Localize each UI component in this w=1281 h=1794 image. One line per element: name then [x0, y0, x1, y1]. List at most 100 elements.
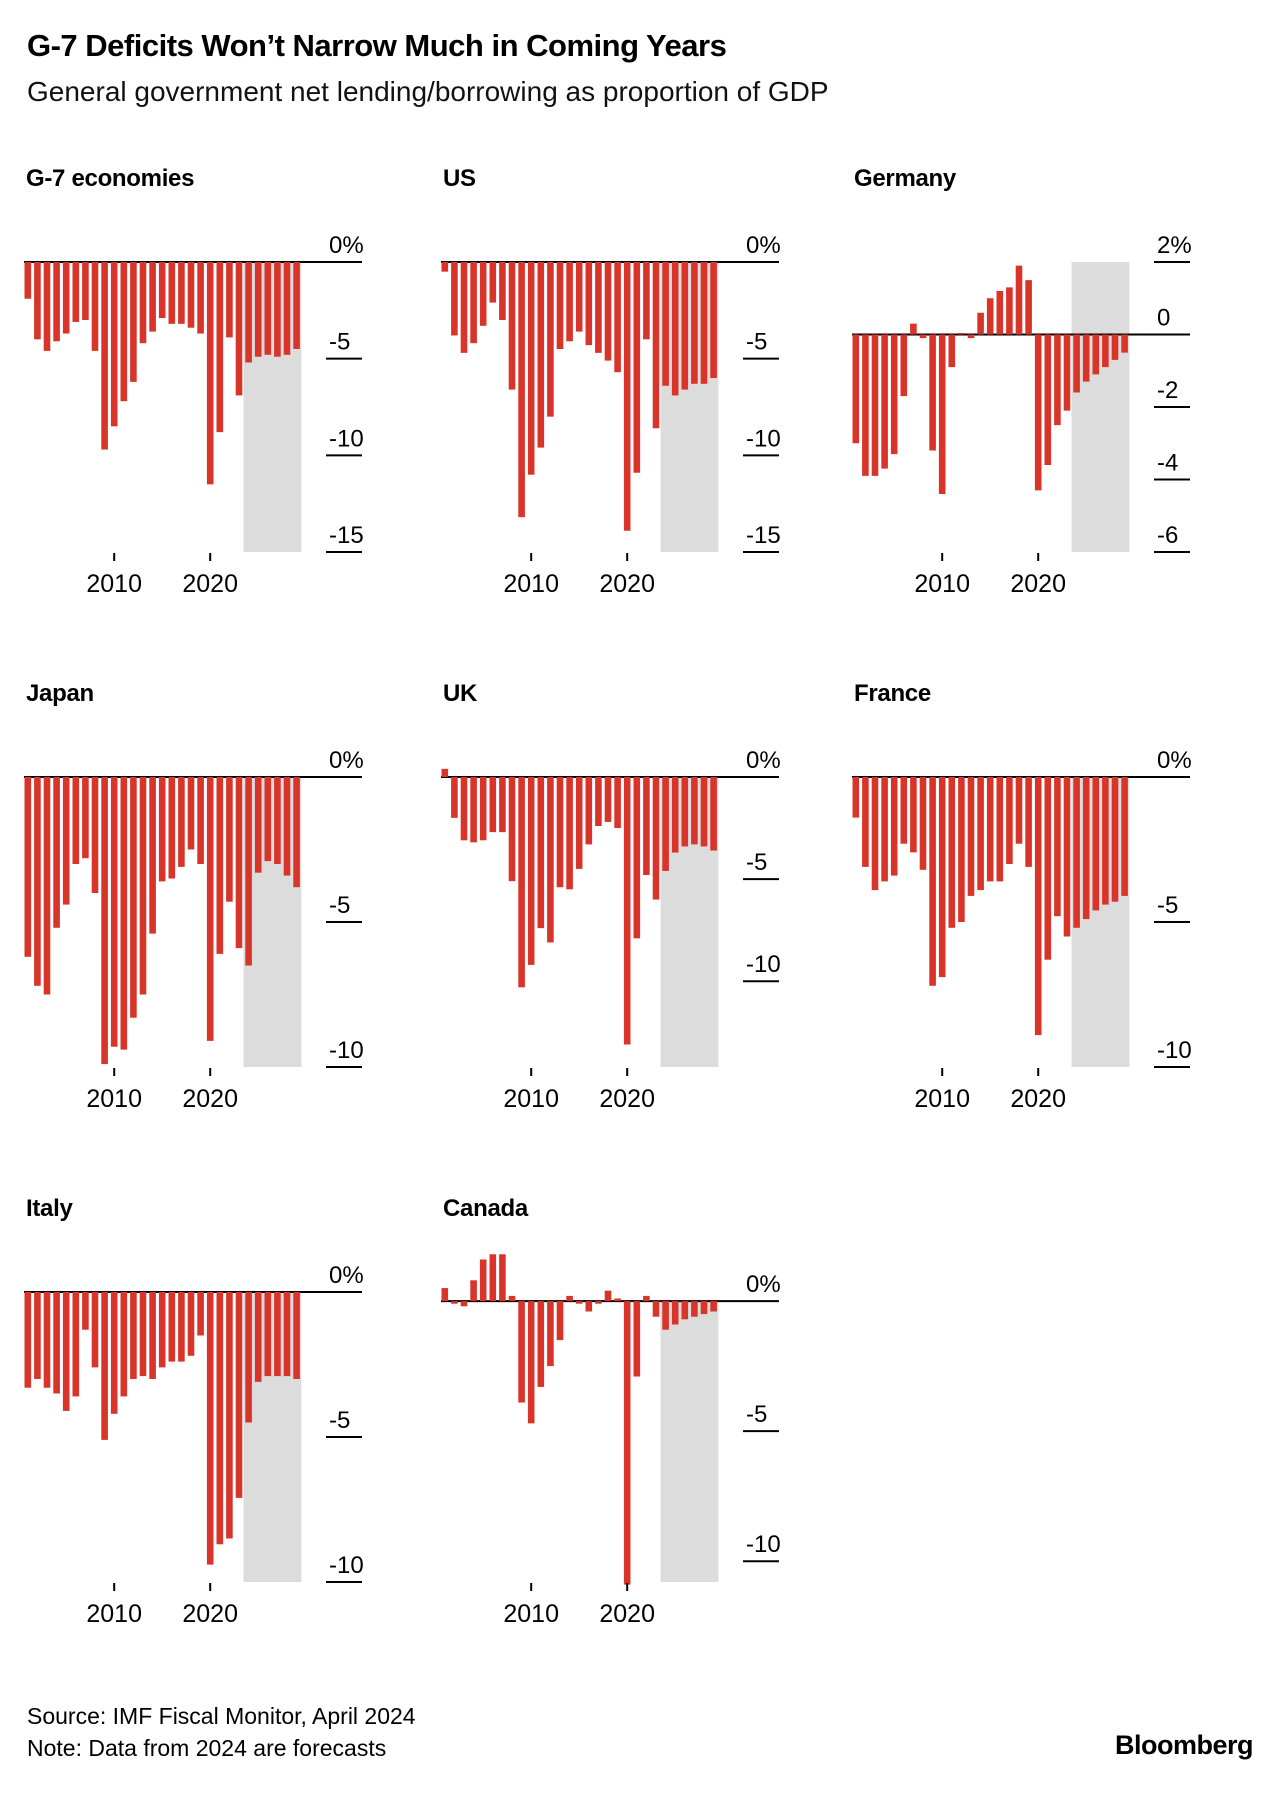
y-tick-label: -4: [1157, 450, 1178, 477]
bar-2001: [852, 777, 860, 818]
x-tick-label: 2010: [914, 1085, 970, 1113]
y-tick-label: 0%: [1157, 747, 1192, 774]
y-tick-label: -6: [1157, 522, 1178, 549]
bar-2021: [216, 1292, 224, 1545]
bar-2004: [881, 334, 888, 469]
x-tick-label: 2010: [86, 570, 142, 598]
bar-2029: [293, 262, 300, 349]
x-tick-label: 2020: [599, 1085, 655, 1113]
bar-2020: [206, 777, 214, 1041]
bar-2016: [168, 262, 176, 324]
bar-2006: [900, 334, 908, 397]
x-tick-label: 2020: [182, 1085, 238, 1113]
y-tick-label: 0%: [746, 747, 781, 774]
bar-2021: [633, 262, 641, 473]
bar-2017: [178, 262, 185, 324]
chart-japan: Japan 0% -5 -10 2010 2020: [24, 680, 424, 1150]
y-tick-label: -10: [746, 425, 781, 452]
bar-2021: [633, 1301, 641, 1377]
bar-2018: [1015, 777, 1023, 844]
bar-2025: [671, 1301, 679, 1325]
forecast-band: [1071, 262, 1130, 552]
bar-2013: [139, 1292, 147, 1377]
bar-2017: [1006, 777, 1013, 864]
bar-2005: [62, 1292, 70, 1411]
bar-2021: [633, 777, 641, 939]
bar-2026: [681, 1301, 689, 1320]
chart-title-france: France: [854, 680, 931, 707]
y-tick-label: -15: [746, 522, 781, 549]
chart-title-g7: G-7 economies: [26, 165, 195, 192]
bar-2002: [34, 777, 41, 986]
bar-2002: [862, 777, 869, 867]
bar-2003: [460, 777, 468, 841]
x-tick-label: 2020: [599, 570, 655, 598]
bar-2017: [595, 1301, 602, 1304]
y-tick-label: 0: [1157, 305, 1170, 332]
bar-2022: [1054, 777, 1061, 917]
bar-2007: [499, 777, 506, 833]
page-subtitle: General government net lending/borrowing…: [27, 76, 829, 107]
bar-2018: [604, 262, 612, 361]
bar-2015: [575, 1301, 583, 1304]
bar-2024: [662, 1301, 669, 1330]
x-tick-label: 2020: [182, 1600, 238, 1628]
bar-2019: [614, 777, 621, 829]
forecast-band: [660, 262, 719, 552]
bar-2002: [34, 1292, 41, 1379]
bar-2010: [527, 1301, 535, 1424]
bar-2024: [245, 777, 252, 966]
bar-2028: [700, 262, 708, 384]
chart-canvas-uk: 0% -5 -10 2010 2020: [441, 747, 781, 1113]
bar-2012: [130, 777, 137, 1018]
bar-2004: [881, 777, 888, 882]
x-tick-label: 2010: [503, 570, 559, 598]
bar-2002: [34, 262, 41, 340]
bar-2019: [1025, 280, 1032, 335]
chart-canvas-g7: 0% -5 -10 -15 2010 2020: [24, 232, 364, 598]
bar-2010: [110, 262, 118, 427]
chart-germany: Germany 2% 0 -2 -4 -6 2010 2020: [852, 165, 1252, 635]
bar-2012: [547, 262, 554, 417]
y-tick-label: -10: [329, 425, 364, 452]
y-tick-label: 0%: [329, 1262, 364, 1289]
bar-2013: [556, 262, 564, 349]
bar-2003: [43, 1292, 51, 1388]
bar-2006: [489, 1254, 497, 1302]
bar-2009: [518, 1301, 525, 1403]
chart-title-japan: Japan: [26, 680, 94, 707]
bloomberg-logo: Bloomberg: [1114, 1730, 1254, 1760]
bar-2012: [958, 777, 965, 922]
bar-2022: [643, 777, 650, 876]
bar-2018: [1015, 265, 1023, 335]
bar-2005: [479, 777, 487, 841]
bar-2022: [226, 777, 233, 902]
bar-2005: [479, 262, 487, 326]
bar-2013: [139, 777, 147, 995]
bar-2023: [1063, 777, 1071, 937]
bar-2017: [595, 777, 602, 827]
bar-2003: [460, 1301, 468, 1307]
bar-2008: [508, 262, 516, 390]
bar-2015: [158, 262, 166, 319]
chart-italy: Italy 0% -5 -10 2010 2020: [24, 1195, 424, 1665]
bar-2029: [710, 1301, 717, 1312]
bar-2005: [479, 1259, 487, 1302]
y-tick-label: 0%: [329, 232, 364, 259]
chart-canada: Canada 0% -5 -10 2010 2020: [441, 1195, 841, 1665]
bar-2005: [62, 262, 70, 334]
bar-2007: [910, 323, 917, 335]
bar-2013: [139, 262, 147, 344]
bar-2007: [499, 262, 506, 320]
x-tick-label: 2020: [599, 1600, 655, 1628]
bar-2010: [938, 777, 946, 978]
bar-2005: [890, 334, 898, 455]
footer: Source: IMF Fiscal Monitor, April 2024 N…: [27, 1700, 416, 1764]
bar-2006: [72, 777, 80, 864]
bar-2020: [206, 262, 214, 485]
bar-2016: [168, 777, 176, 879]
bar-2014: [566, 1295, 573, 1302]
y-tick-label: -10: [746, 951, 781, 978]
bar-2013: [556, 1301, 564, 1341]
